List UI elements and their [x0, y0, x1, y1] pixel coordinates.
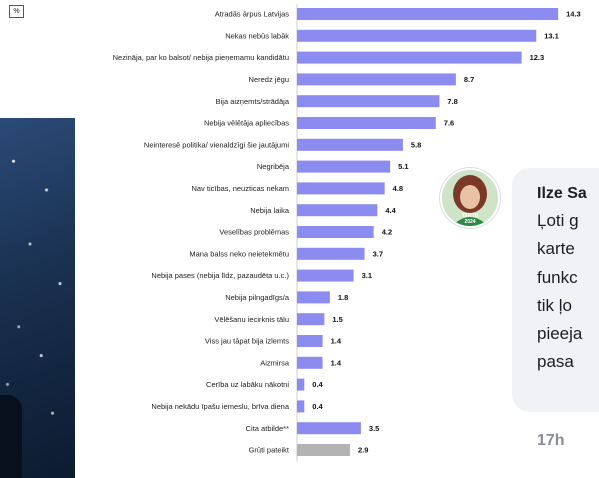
category-label: Nekas nebūs labāk [225, 31, 289, 40]
percent-unit-badge: % [9, 5, 24, 18]
bar [297, 335, 323, 347]
bar [297, 73, 456, 86]
bar [297, 29, 537, 42]
value-label: 3.5 [369, 424, 379, 433]
value-label: 5.8 [411, 140, 421, 149]
category-label: Negribēja [257, 162, 290, 171]
value-label: 7.8 [447, 97, 457, 106]
value-label: 8.7 [464, 75, 474, 84]
avatar-badge-text-2: 2024 [464, 219, 475, 225]
category-label: Aizmirsa [260, 358, 290, 367]
value-label: 0.4 [312, 380, 323, 389]
category-label: Nebija pases (nebija līdz, pazaudēta u.c… [151, 271, 289, 280]
value-label: 13.1 [544, 31, 559, 40]
bar [297, 313, 325, 326]
bar [297, 204, 378, 217]
category-label: Cita atbilde** [246, 424, 289, 433]
bar [297, 95, 440, 108]
bar [297, 226, 374, 238]
bar [297, 51, 522, 64]
value-label: 1.4 [331, 337, 342, 346]
value-label: 2.9 [358, 446, 368, 455]
category-label: Nebija pilngadīgs/a [225, 293, 290, 302]
value-label: 3.1 [362, 271, 372, 280]
bar [297, 422, 361, 435]
category-label: Veselības problēmas [219, 228, 289, 237]
avatar-badge-text-1: TARTU [462, 213, 479, 219]
comment-bubble [512, 168, 599, 412]
bar [297, 247, 365, 260]
value-label: 14.3 [566, 10, 581, 19]
category-label: Cerība uz labāku nākotni [206, 380, 289, 389]
bars-group: Atradās ārpus Latvijas 14.3 Nekas nebūs la… [113, 8, 581, 456]
value-label: 4.2 [382, 228, 392, 237]
commenter-avatar[interactable]: TARTU 2024 [440, 168, 500, 228]
category-label: Atradās ārpus Latvijas [215, 10, 289, 19]
category-label: Neredz jēgu [249, 75, 289, 84]
comment-text-line: Ļoti g [537, 211, 579, 230]
bar [297, 444, 350, 456]
category-label: Nebija nekādu īpašu iemeslu, brīva diena [151, 402, 289, 411]
commenter-name[interactable]: Ilze Sa [537, 185, 587, 202]
bar [297, 269, 354, 282]
comment-timestamp[interactable]: 17h [537, 432, 565, 449]
category-label: Vēlēšanu iecirknis tālu [214, 315, 289, 324]
person-silhouette [0, 395, 22, 478]
bar [297, 356, 323, 369]
bar [297, 378, 305, 391]
bar [297, 160, 391, 173]
value-label: 0.4 [312, 402, 323, 411]
category-label: Viss jau tāpat bija izlemts [205, 337, 289, 346]
bar [297, 117, 436, 129]
value-label: 3.7 [373, 249, 383, 258]
comment-text-line: tik ļo [537, 296, 572, 315]
category-label: Nav ticības, neuzticas nekam [191, 184, 289, 193]
category-label: Nezināja, par ko balsot/ nebija pieņemam… [113, 53, 289, 62]
bar [297, 138, 403, 151]
value-label: 5.1 [398, 162, 408, 171]
category-label: Nebija vēlētāja apliecības [204, 119, 289, 128]
category-label: Neinteresē politika/ vienaldzīgi šie jau… [144, 140, 289, 149]
value-label: 4.4 [385, 206, 396, 215]
category-label: Nebija laika [250, 206, 290, 215]
value-label: 12.3 [530, 53, 545, 62]
category-label: Bija aizņemts/strādāja [216, 97, 290, 106]
category-label: Mana balss neko neietekmētu [189, 249, 289, 258]
value-label: 1.4 [331, 358, 342, 367]
comment-text-line: pasa [537, 352, 574, 371]
bar [297, 182, 385, 195]
comment-text-line: funkc [537, 268, 578, 287]
value-label: 1.8 [338, 293, 348, 302]
value-label: 1.5 [332, 315, 342, 324]
avatar-portrait-icon: TARTU 2024 [442, 170, 498, 226]
bar [297, 400, 305, 413]
comment-text-line: karte [537, 239, 575, 258]
category-label: Grūti pateikt [249, 446, 290, 455]
value-label: 7.6 [444, 119, 454, 128]
comment-text-line: pieeja [537, 324, 583, 343]
value-label: 4.8 [393, 184, 403, 193]
bar [297, 291, 330, 304]
bar [297, 8, 559, 20]
